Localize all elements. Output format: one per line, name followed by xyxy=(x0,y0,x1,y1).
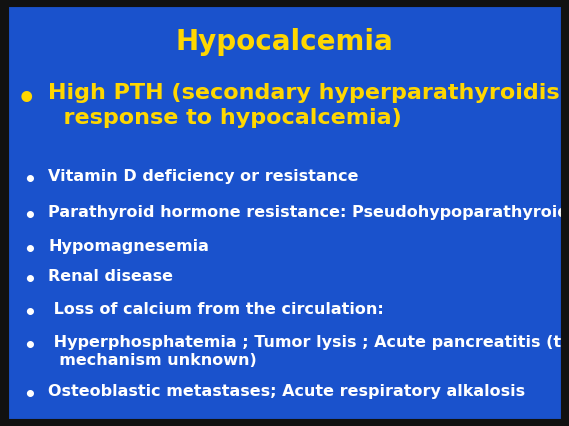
Text: •: • xyxy=(23,271,36,289)
Text: Loss of calcium from the circulation:: Loss of calcium from the circulation: xyxy=(48,301,384,316)
Text: •: • xyxy=(17,85,36,114)
Text: Parathyroid hormone resistance: Pseudohypoparathyroidism: Parathyroid hormone resistance: Pseudohy… xyxy=(48,204,569,219)
Text: •: • xyxy=(23,170,36,189)
Text: Vitamin D deficiency or resistance: Vitamin D deficiency or resistance xyxy=(48,168,359,183)
Text: Hyperphosphatemia ; Tumor lysis ; Acute pancreatitis (the
  mechanism unknown): Hyperphosphatemia ; Tumor lysis ; Acute … xyxy=(48,334,569,367)
Text: •: • xyxy=(23,303,36,322)
Text: •: • xyxy=(23,386,36,404)
Text: •: • xyxy=(23,241,36,259)
Text: •: • xyxy=(23,337,36,355)
Text: •: • xyxy=(23,207,36,225)
Text: Hypocalcemia: Hypocalcemia xyxy=(176,28,393,56)
Text: Hypomagnesemia: Hypomagnesemia xyxy=(48,239,209,253)
Text: Osteoblastic metastases; Acute respiratory alkalosis: Osteoblastic metastases; Acute respirato… xyxy=(48,383,526,398)
Text: Renal disease: Renal disease xyxy=(48,268,174,283)
Text: High PTH (secondary hyperparathyroidism in
  response to hypocalcemia): High PTH (secondary hyperparathyroidism … xyxy=(48,83,569,128)
